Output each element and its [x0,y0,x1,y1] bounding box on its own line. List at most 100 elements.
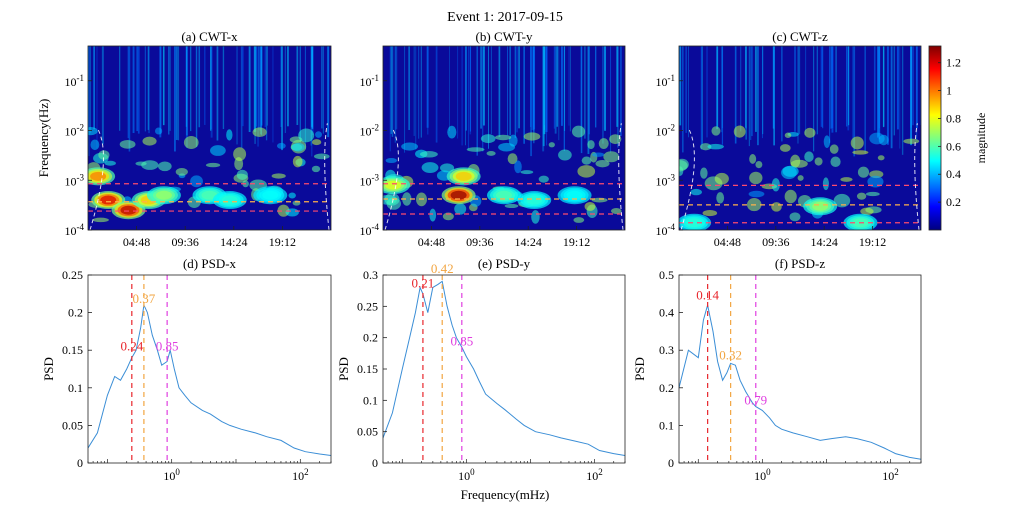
cwt-blob [822,177,829,191]
cwt-blob [852,150,869,155]
psd-peak-label: 0.37 [133,291,156,306]
cwt-hotspot [566,190,583,200]
cwt-hotspot [120,205,137,215]
psd-ylabel: PSD [41,357,56,381]
colorbar-tick-label: 1 [946,84,952,98]
cwt-blob [252,127,267,138]
cwt-blob [571,125,586,138]
cwt-blob [205,162,221,168]
cwt-blob [402,192,412,206]
cwt-blob [90,139,100,151]
cwt-blob [119,140,136,149]
cwt-panel-3: (c) CWT-z 10-4 10-3 10-2 10-1 04:48 09:36 14:24… [656,29,922,249]
cone-of-influence [384,123,624,230]
y-tick-label: 10-1 [656,73,676,89]
y-tick-label: 0.2 [363,331,378,345]
cwt-hotspot [450,190,467,200]
cwt-blob [790,154,801,168]
psd-title: (f) PSD-z [775,256,825,271]
axes-frame [87,45,332,231]
x-tick-label: 04:48 [714,235,741,249]
cwt-blob [421,162,439,173]
cwt-blob [292,155,303,168]
y-tick-label: 0.1 [68,381,83,395]
cwt-blob [679,158,689,171]
psd-panel-3: 0.14 0.32 0.79 (f) PSD-z 0 0.1 0.2 0.3 0.4 0.5 100… [632,256,922,483]
cwt-blob [610,208,622,215]
y-tick-label: 10-3 [656,172,676,188]
cwt-blob [814,157,823,166]
psd-series-line [383,280,625,456]
cwt-blob [271,173,286,179]
x-tick-label: 04:48 [418,235,445,249]
y-tick-label: 0.1 [659,418,674,432]
colorbar-tick-label: 0.2 [946,195,961,209]
cwt-blob [175,167,188,176]
cwt-blob [88,126,98,136]
y-tick-label: 10-2 [360,123,380,139]
cwt-blob [285,208,299,217]
cwt-blob [183,135,199,150]
cwt-blob [699,143,712,151]
cwt-hotspot [526,195,543,205]
cwt-blob [558,149,572,161]
cwt-blob [857,166,870,178]
cwt-blob [833,193,851,208]
cwt-blob [142,136,157,146]
cwt-blob [748,190,765,198]
cwt-title: (a) CWT-x [181,29,238,44]
cwt-blob [538,175,549,183]
cwt-hotspot [496,190,512,200]
cwt-blob [771,178,780,192]
x-tick-label: 14:24 [220,235,247,249]
y-tick-label: 0.05 [357,425,378,439]
cwt-blob [702,209,718,217]
y-tick-label: 10-2 [65,123,85,139]
y-tick-label: 0 [372,456,378,470]
cwt-blob [856,192,867,200]
cwt-hotspot [686,218,703,228]
cwt-blob [711,126,721,136]
cwt-blob [419,151,438,158]
cwt-blob [577,165,596,178]
cwt-blob [573,217,585,223]
psd-peak-label: 0.85 [450,334,473,349]
cwt-blob [598,138,609,149]
x-tick-label: 100 [163,467,180,483]
cwt-blob [442,212,454,221]
colorbar-tick-label: 0.4 [946,167,961,181]
cwt-blob [714,172,729,185]
cone-of-influence [89,123,330,230]
x-tick-label: 09:36 [172,235,199,249]
y-tick-label: 10-4 [360,222,380,238]
cwt-blob [878,134,889,146]
psd-peak-label: 0.85 [156,338,179,353]
cwt-blob [531,210,540,224]
axes-frame [382,274,626,464]
cwt-blob [850,136,864,150]
cwt-blob [98,150,110,160]
x-tick-label: 19:12 [269,235,296,249]
cwt-hotspot [262,190,279,200]
cwt-blob [486,151,496,156]
psd-peak-label: 0.79 [744,393,767,408]
cwt-blob [233,147,247,161]
psd-peak-label: 0.42 [431,261,454,276]
cwt-blob [700,167,708,179]
y-tick-label: 10-4 [656,222,676,238]
cwt-blob [584,201,596,211]
x-tick-label: 100 [754,467,771,483]
y-tick-label: 0.5 [659,268,674,282]
cwt-blob [311,165,321,173]
psd-peak-label: 0.14 [696,287,719,302]
x-tick-label: 102 [292,467,309,483]
cwt-blob [829,144,839,154]
cwt-blob [154,127,163,135]
psd-ylabel: PSD [632,357,647,381]
cwt-hotspot [155,190,172,200]
cwt-blob [592,152,605,157]
cwt-panel-1: (a) CWT-x 10-4 10-3 10-2 10-1 04:48 09:36 14:24… [36,29,332,249]
x-tick-label: 04:48 [123,235,150,249]
axes-frame [382,45,626,231]
